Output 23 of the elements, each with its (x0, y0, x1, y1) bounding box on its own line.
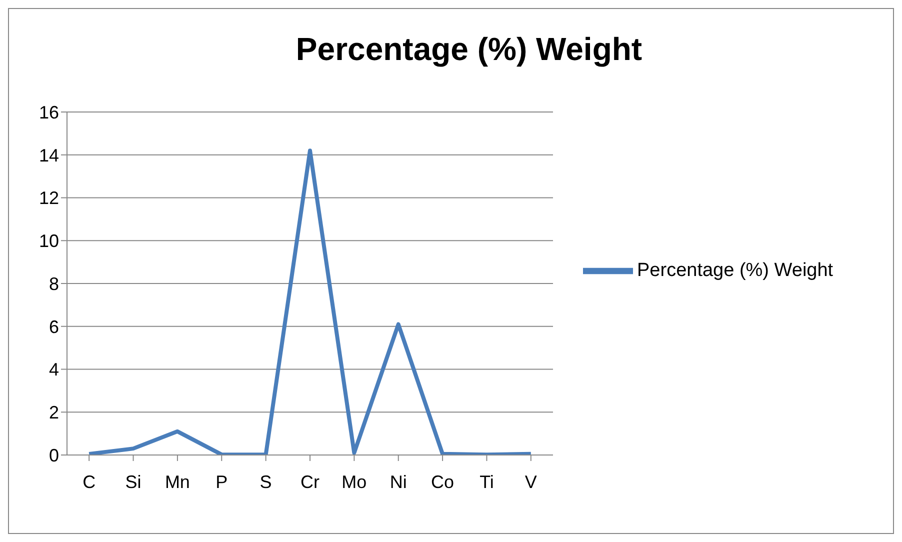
x-tick-label: V (524, 472, 537, 492)
y-tick-label: 6 (48, 316, 59, 337)
x-tick-label: C (82, 472, 96, 492)
x-tick-label: S (260, 472, 272, 492)
x-tick-label: P (216, 472, 228, 492)
legend-label: Percentage (%) Weight (637, 260, 834, 282)
y-tick-label: 12 (38, 188, 59, 208)
y-tick-label: 0 (48, 445, 59, 466)
x-tick-label: Ti (480, 472, 494, 492)
y-tick-label: 4 (48, 360, 59, 380)
x-tick-label: Cr (300, 472, 320, 492)
x-tick-label: Ni (390, 472, 407, 492)
x-tick-label: Mn (164, 472, 190, 492)
y-tick-label: 8 (48, 274, 59, 294)
x-tick-label: Si (125, 472, 142, 492)
y-tick-label: 16 (38, 102, 59, 122)
chart-title: Percentage (%) Weight (294, 31, 644, 68)
y-tick-label: 10 (38, 231, 59, 252)
x-tick-label: Co (431, 472, 454, 492)
line-series (87, 148, 533, 455)
x-tick-label: Mo (342, 472, 367, 492)
y-tick-label: 2 (48, 402, 59, 423)
y-tick-label: 14 (38, 145, 59, 166)
